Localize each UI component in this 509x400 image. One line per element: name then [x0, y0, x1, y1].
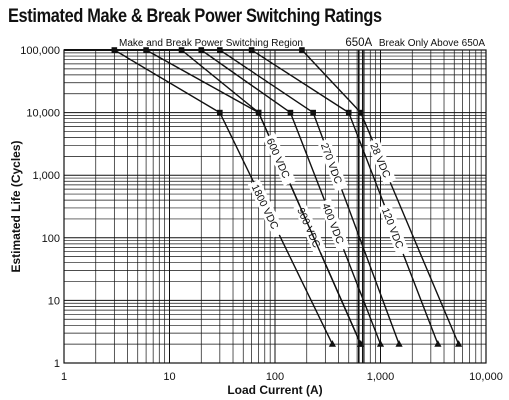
- data-point-marker: [256, 110, 262, 116]
- y-tick-label: 100,000: [20, 45, 60, 57]
- series-600-vdc: 600 VDC: [64, 47, 364, 347]
- threshold-line: [359, 50, 363, 363]
- data-point-marker: [310, 110, 316, 116]
- region-annotation: Make and Break Power Switching Region: [119, 38, 303, 49]
- series-400-vdc: 400 VDC: [64, 47, 384, 347]
- grid: [64, 50, 486, 363]
- series-label-text: 28 VDC: [367, 141, 393, 180]
- y-tick-label: 10,000: [26, 108, 60, 120]
- y-tick-label: 1: [54, 358, 60, 370]
- x-tick-label: 100: [266, 371, 284, 383]
- x-tick-label: 10: [163, 371, 175, 383]
- threshold-value-label: 650A: [345, 37, 372, 49]
- series-label: 270 VDC: [317, 138, 348, 192]
- y-tick-label: 100: [42, 233, 60, 245]
- x-tick-label: 10,000: [469, 371, 503, 383]
- data-point-marker: [288, 110, 294, 116]
- x-tick-label: 1: [61, 371, 67, 383]
- series-label: 120 VDC: [378, 203, 409, 257]
- data-point-marker: [434, 340, 441, 347]
- threshold-note: Break Only Above 650A: [379, 38, 486, 49]
- data-point-marker: [217, 110, 223, 116]
- data-point-marker: [395, 340, 402, 347]
- data-point-marker: [455, 340, 462, 347]
- y-axis-label: Estimated Life (Cycles): [9, 140, 23, 272]
- series-label: 1800 VDC: [247, 179, 285, 238]
- data-point-marker: [377, 340, 384, 347]
- data-point-marker: [346, 110, 352, 116]
- data-point-marker: [358, 110, 364, 116]
- data-point-marker: [329, 340, 336, 347]
- series-label-text: 270 VDC: [318, 141, 344, 186]
- y-tick-label: 1,000: [32, 170, 60, 182]
- series-120-vdc: 120 VDC: [64, 47, 441, 347]
- series-label-text: 600 VDC: [264, 136, 292, 180]
- series-900-vdc: 900 VDC: [64, 47, 364, 347]
- x-axis-label: Load Current (A): [227, 383, 322, 397]
- y-tick-label: 10: [48, 295, 60, 307]
- x-tick-label: 1,000: [367, 371, 395, 383]
